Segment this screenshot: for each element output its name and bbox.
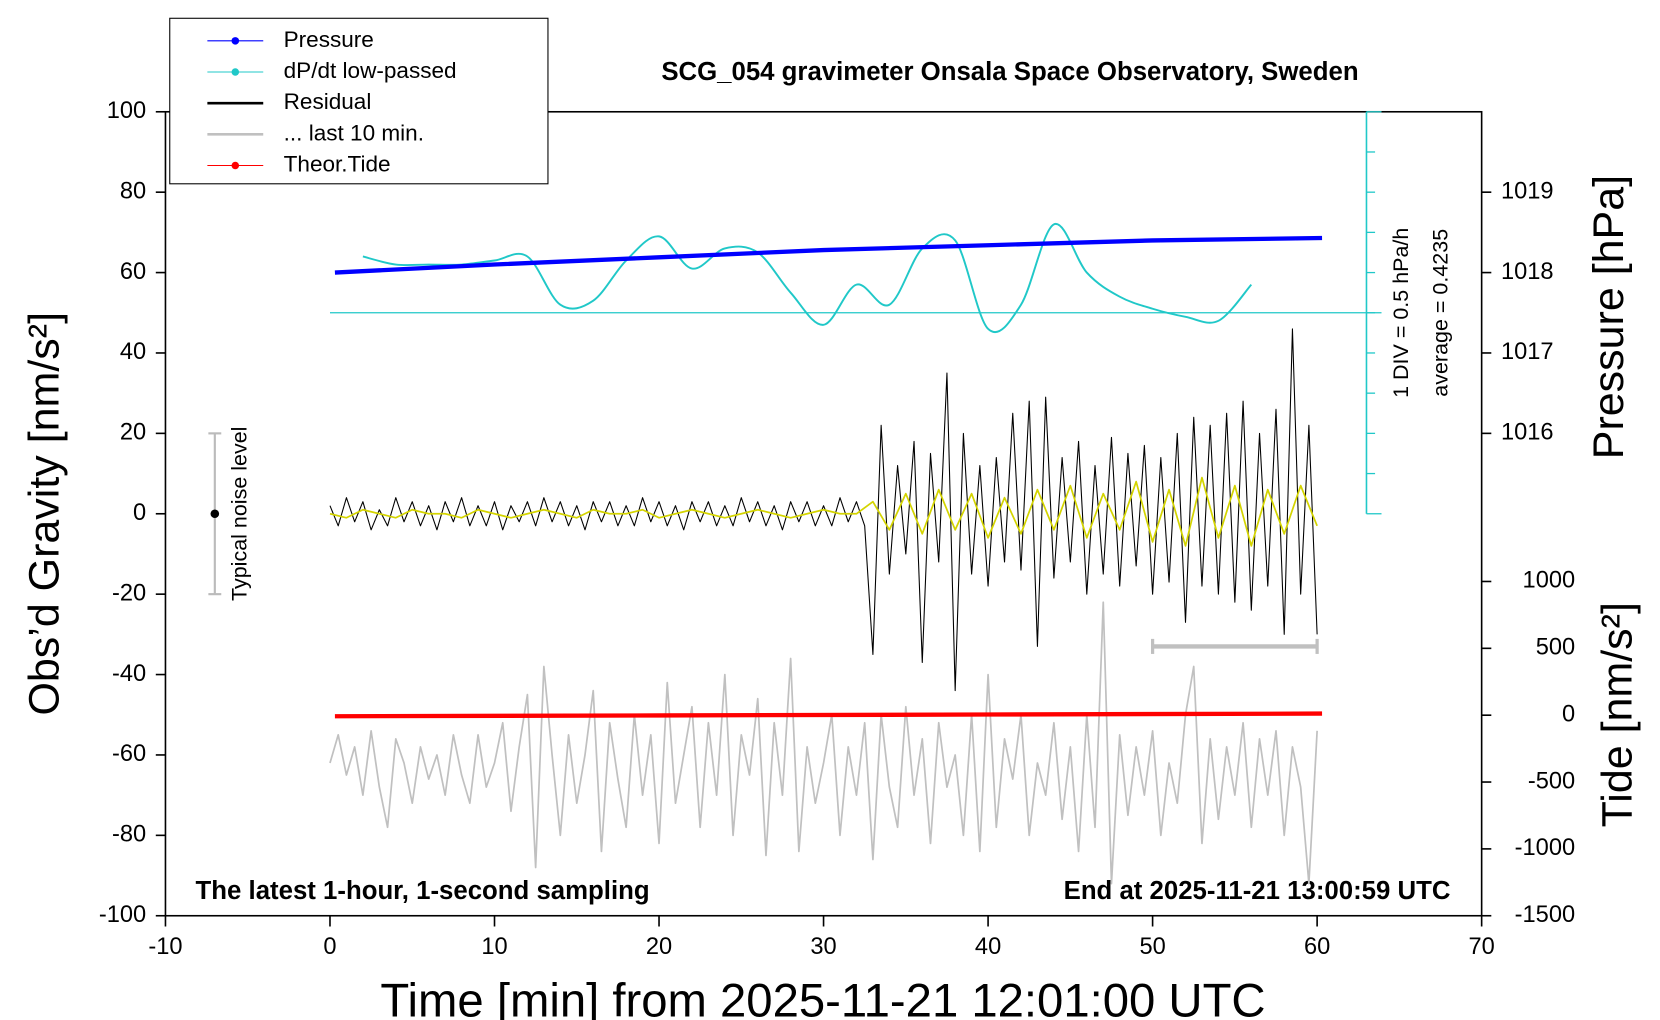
legend-marker xyxy=(231,37,240,45)
y-tick-label: 40 xyxy=(120,339,146,365)
x-tick-label: 60 xyxy=(1304,934,1330,960)
x-tick-label: -10 xyxy=(148,934,182,960)
x-axis-title: Time [min] from 2025-11-21 12:01:00 UTC xyxy=(380,974,1265,1020)
dpdt-average-label: average = 0.4235 xyxy=(1429,229,1453,397)
y-tick-label: -40 xyxy=(112,661,146,687)
y-tick-label: 20 xyxy=(120,420,146,446)
y-tick-label: -100 xyxy=(99,902,146,928)
noise-bar-center xyxy=(210,509,220,519)
y-tick-label: 0 xyxy=(133,500,146,526)
tide-tick-label: -1500 xyxy=(1515,902,1575,928)
series-line xyxy=(334,235,1323,275)
legend-marker xyxy=(231,161,240,170)
pressure-tick-label: 1017 xyxy=(1501,339,1554,365)
pressure-tick-label: 1018 xyxy=(1501,259,1554,285)
pressure-tick-label: 1019 xyxy=(1501,178,1554,204)
tide-tick-label: 1000 xyxy=(1523,568,1576,594)
x-tick-label: 30 xyxy=(810,934,836,960)
x-tick-label: 50 xyxy=(1139,934,1165,960)
noise-bar-label: Typical noise level xyxy=(227,427,251,601)
legend-box xyxy=(169,17,549,185)
tide-tick-label: 500 xyxy=(1536,635,1575,661)
chart-title: SCG_054 gravimeter Onsala Space Observat… xyxy=(661,58,1358,86)
annotation: The latest 1-hour, 1-second sampling xyxy=(196,877,650,905)
series-line xyxy=(362,223,1253,334)
y-tick-label: -60 xyxy=(112,741,146,767)
tide-axis-title: Tide [nm/s²] xyxy=(1594,602,1642,827)
series-line xyxy=(329,476,1318,547)
tide-tick-label: -500 xyxy=(1528,768,1575,794)
legend-label: Theor.Tide xyxy=(284,151,391,176)
x-tick-label: 10 xyxy=(481,934,507,960)
legend-label: Pressure xyxy=(284,27,374,52)
legend-label: Residual xyxy=(284,89,372,114)
y-axis-title: Obs’d Gravity [nm/s²] xyxy=(21,312,69,716)
annotation: End at 2025-11-21 13:00:59 UTC xyxy=(1064,877,1451,905)
legend: Pressure dP/dt low-passed Residual ... last… xyxy=(169,17,549,185)
x-tick-label: 40 xyxy=(975,934,1001,960)
legend-label: ... last 10 min. xyxy=(284,120,424,145)
series-line xyxy=(329,601,1318,885)
tide-tick-label: -1000 xyxy=(1515,835,1575,861)
dpdt-div-label: 1 DIV = 0.5 hPa/h xyxy=(1389,228,1413,398)
y-tick-label: 100 xyxy=(107,98,146,124)
series-line xyxy=(329,328,1318,692)
y-tick-label: -80 xyxy=(112,822,146,848)
pressure-tick-label: 1016 xyxy=(1501,420,1554,446)
x-tick-label: 0 xyxy=(323,934,336,960)
y-tick-label: 60 xyxy=(120,259,146,285)
y-tick-label: -20 xyxy=(112,580,146,606)
tide-tick-label: 0 xyxy=(1562,701,1575,727)
legend-label: dP/dt low-passed xyxy=(284,58,457,83)
pressure-axis-title: Pressure [hPa] xyxy=(1585,175,1633,459)
x-tick-label: 70 xyxy=(1469,934,1495,960)
y-tick-label: 80 xyxy=(120,178,146,204)
x-tick-label: 20 xyxy=(646,934,672,960)
legend-marker xyxy=(231,68,240,76)
series-line xyxy=(334,711,1323,719)
